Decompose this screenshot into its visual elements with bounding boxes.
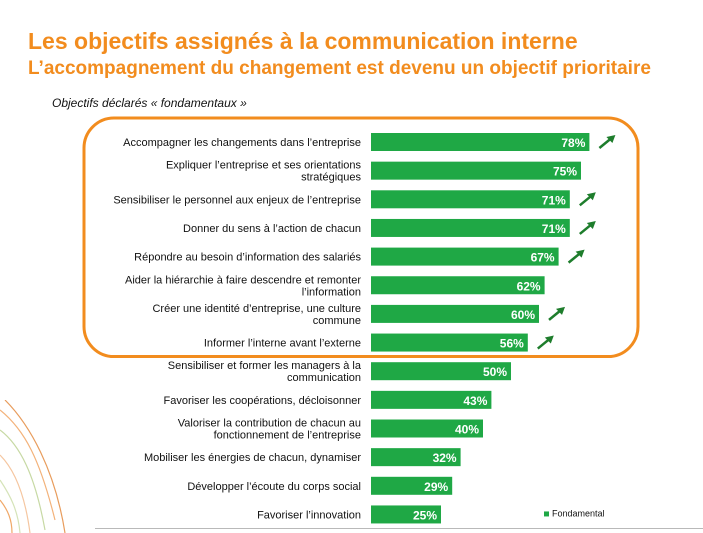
- trend-up-arrow-icon: [548, 306, 565, 321]
- section-label: Objectifs déclarés « fondamentaux »: [52, 96, 247, 110]
- data-label: 71%: [542, 222, 566, 236]
- bar: [371, 247, 559, 266]
- data-label: 29%: [424, 480, 448, 494]
- data-label: 32%: [433, 451, 457, 465]
- data-label: 67%: [531, 251, 555, 265]
- highlight-frame: [82, 116, 640, 359]
- data-label: 60%: [511, 308, 535, 322]
- bar: [371, 161, 581, 180]
- bar: [371, 133, 590, 151]
- category-label: Développer l’écoute du corps social: [187, 481, 361, 493]
- legend-label: Fondamental: [552, 508, 605, 518]
- category-label: Aider la hiérarchie à faire descendre et…: [125, 274, 361, 298]
- category-label: Informer l’interne avant l’externe: [204, 338, 361, 350]
- category-label: Donner du sens à l’action de chacun: [183, 223, 361, 235]
- category-label: Mobiliser les énergies de chacun, dynami…: [144, 452, 361, 464]
- bar: [371, 276, 545, 295]
- category-label: Répondre au besoin d’information des sal…: [134, 252, 361, 264]
- bar: [371, 304, 539, 323]
- data-label: 50%: [483, 365, 507, 379]
- category-label: Expliquer l’entreprise et ses orientatio…: [166, 160, 362, 184]
- bar: [371, 505, 441, 524]
- trend-up-arrow-icon: [579, 192, 596, 207]
- data-label: 43%: [463, 394, 487, 408]
- bar: [371, 476, 453, 495]
- category-label: Accompagner les changements dans l’entre…: [123, 137, 361, 149]
- trend-up-arrow-icon: [598, 135, 616, 149]
- category-label: Sensibiliser le personnel aux enjeux de …: [113, 194, 361, 206]
- bar: [371, 448, 461, 467]
- category-label: Valoriser la contribution de chacun au fo…: [178, 418, 361, 442]
- data-label: 62%: [517, 279, 541, 293]
- legend-swatch: [544, 511, 549, 517]
- data-label: 71%: [542, 193, 566, 207]
- category-label: Créer une identité d’entreprise, une cul…: [152, 303, 361, 327]
- data-label: 75%: [553, 165, 577, 179]
- bar: [371, 190, 570, 209]
- trend-up-arrow-icon: [537, 335, 554, 350]
- data-label: 78%: [561, 136, 585, 150]
- bar: [371, 362, 511, 381]
- bar: [371, 218, 570, 237]
- bottom-divider: [95, 528, 703, 529]
- bar: [371, 419, 483, 438]
- data-label: 25%: [413, 508, 437, 522]
- decorative-lines-graphic: [0, 400, 66, 533]
- data-label: 40%: [455, 423, 479, 437]
- data-label: 56%: [500, 337, 524, 351]
- trend-up-arrow-icon: [567, 249, 585, 264]
- category-label: Favoriser l’innovation: [257, 509, 361, 521]
- category-label: Sensibiliser et former les managers à la…: [168, 360, 362, 384]
- bar: [371, 333, 528, 352]
- bar: [371, 390, 492, 409]
- page-subtitle: L’accompagnement du changement est deven…: [28, 58, 651, 79]
- page-title: Les objectifs assignés à la communicatio…: [28, 28, 578, 54]
- trend-up-arrow-icon: [579, 220, 596, 235]
- category-label: Favoriser les coopérations, décloisonner: [164, 395, 362, 407]
